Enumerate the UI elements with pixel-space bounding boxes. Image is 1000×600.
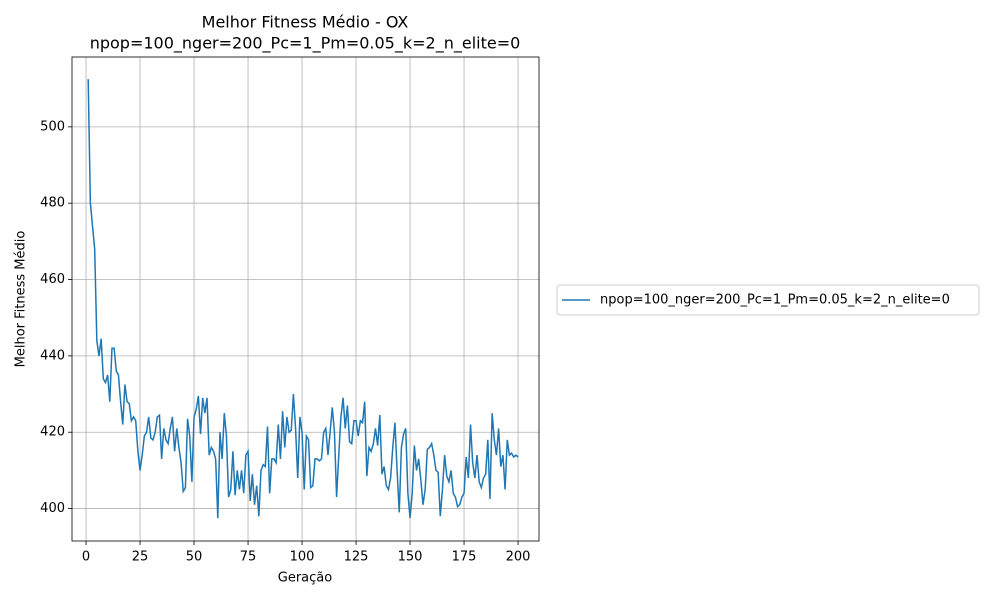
legend-box (556, 284, 980, 316)
y-tick-label: 420 (40, 425, 65, 440)
x-tick-label: 50 (186, 550, 203, 565)
y-tick-label: 460 (40, 272, 65, 287)
x-tick-label: 75 (240, 550, 257, 565)
x-tick-label: 200 (506, 550, 531, 565)
chart-title: Melhor Fitness Médio - OX (202, 13, 409, 32)
y-tick-label: 440 (40, 348, 65, 363)
y-tick-label: 400 (40, 501, 65, 516)
x-tick-label: 25 (132, 550, 149, 565)
x-tick-label: 100 (290, 550, 315, 565)
legend-label: npop=100_nger=200_Pc=1_Pm=0.05_k=2_n_eli… (600, 293, 950, 308)
plot-frame (71, 56, 540, 542)
chart-subtitle: npop=100_nger=200_Pc=1_Pm=0.05_k=2_n_eli… (90, 34, 521, 54)
y-axis-label: Melhor Fitness Médio (14, 231, 29, 368)
x-tick-label: 125 (344, 550, 369, 565)
data-line (87, 79, 519, 519)
x-tick-label: 150 (398, 550, 423, 565)
x-tick-label: 0 (82, 550, 90, 565)
y-tick-label: 480 (40, 196, 65, 211)
x-tick-label: 175 (452, 550, 477, 565)
x-axis-label: Geração (278, 571, 332, 586)
y-tick-label: 500 (40, 119, 65, 134)
